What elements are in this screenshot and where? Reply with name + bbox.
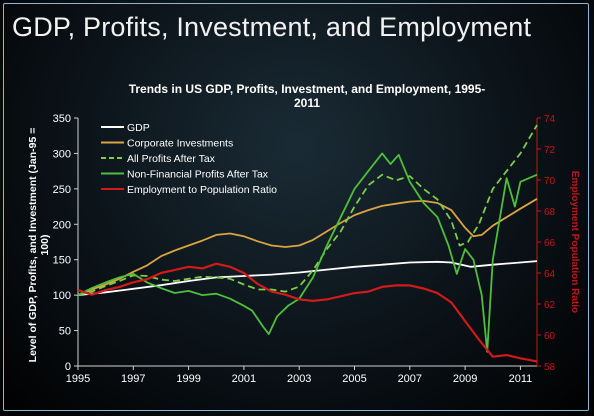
y2-tick-label: 60 <box>544 331 556 342</box>
y2-tick-label: 70 <box>544 176 556 187</box>
series-line-1 <box>77 260 538 296</box>
chart-title-line2: 2011 <box>294 96 320 110</box>
legend-label: All Profits After Tax <box>127 153 216 165</box>
axes: 0 50 100 150 200 250 300 350 58 60 62 64 66 68 70 72 74 1… <box>53 113 556 385</box>
y2-tick-label: 68 <box>544 207 556 218</box>
y-axis-label-line2: 100) <box>39 234 51 255</box>
legend-label: Employment to Population Ratio <box>127 184 277 196</box>
y2-tick-label: 62 <box>544 300 556 311</box>
y2-axis-label: Employment Population Ratio <box>569 171 580 313</box>
y-axis-label-line1: Level of GDP, Profits, and Investment (J… <box>27 128 39 363</box>
series-line-3 <box>77 124 538 296</box>
x-tick-label: 1999 <box>176 373 200 385</box>
series-group <box>77 124 538 363</box>
y-tick-label: 250 <box>53 184 71 196</box>
x-tick-label: 2011 <box>509 373 533 385</box>
x-tick-label: 2005 <box>342 373 366 385</box>
legend-label: Non-Financial Profits After Tax <box>127 169 269 181</box>
legend-label: GDP <box>127 122 150 134</box>
y-tick-label: 200 <box>53 219 71 231</box>
y2-tick-label: 74 <box>544 114 556 125</box>
y2-tick-label: 66 <box>544 238 556 249</box>
y-tick-label: 300 <box>53 148 71 160</box>
slide-frame <box>3 3 589 411</box>
series-line-4 <box>77 152 538 353</box>
y-tick-label: 100 <box>53 290 71 302</box>
y2-tick-label: 58 <box>544 362 556 373</box>
x-tick-label: 1995 <box>66 373 90 385</box>
y-tick-label: 150 <box>53 255 71 267</box>
y-tick-label: 350 <box>53 113 71 125</box>
y-tick-label: 0 <box>65 361 71 373</box>
x-tick-label: 2003 <box>287 373 311 385</box>
legend: GDP Corporate Investments All Profits Afte… <box>101 122 277 196</box>
x-tick-label: 2009 <box>453 373 477 385</box>
x-tick-label: 2007 <box>398 373 422 385</box>
series-line-5 <box>77 262 538 363</box>
series-line-2 <box>77 198 538 296</box>
y2-tick-label: 64 <box>544 269 556 280</box>
chart-title-line1: Trends in US GDP, Profits, Investment, a… <box>129 82 486 96</box>
slide-title: GDP, Profits, Investment, and Employment <box>12 12 532 42</box>
x-tick-label: 1997 <box>121 373 145 385</box>
y-tick-label: 50 <box>59 326 71 338</box>
legend-label: Corporate Investments <box>127 138 233 150</box>
x-tick-label: 2001 <box>232 373 256 385</box>
y2-tick-label: 72 <box>544 145 556 156</box>
